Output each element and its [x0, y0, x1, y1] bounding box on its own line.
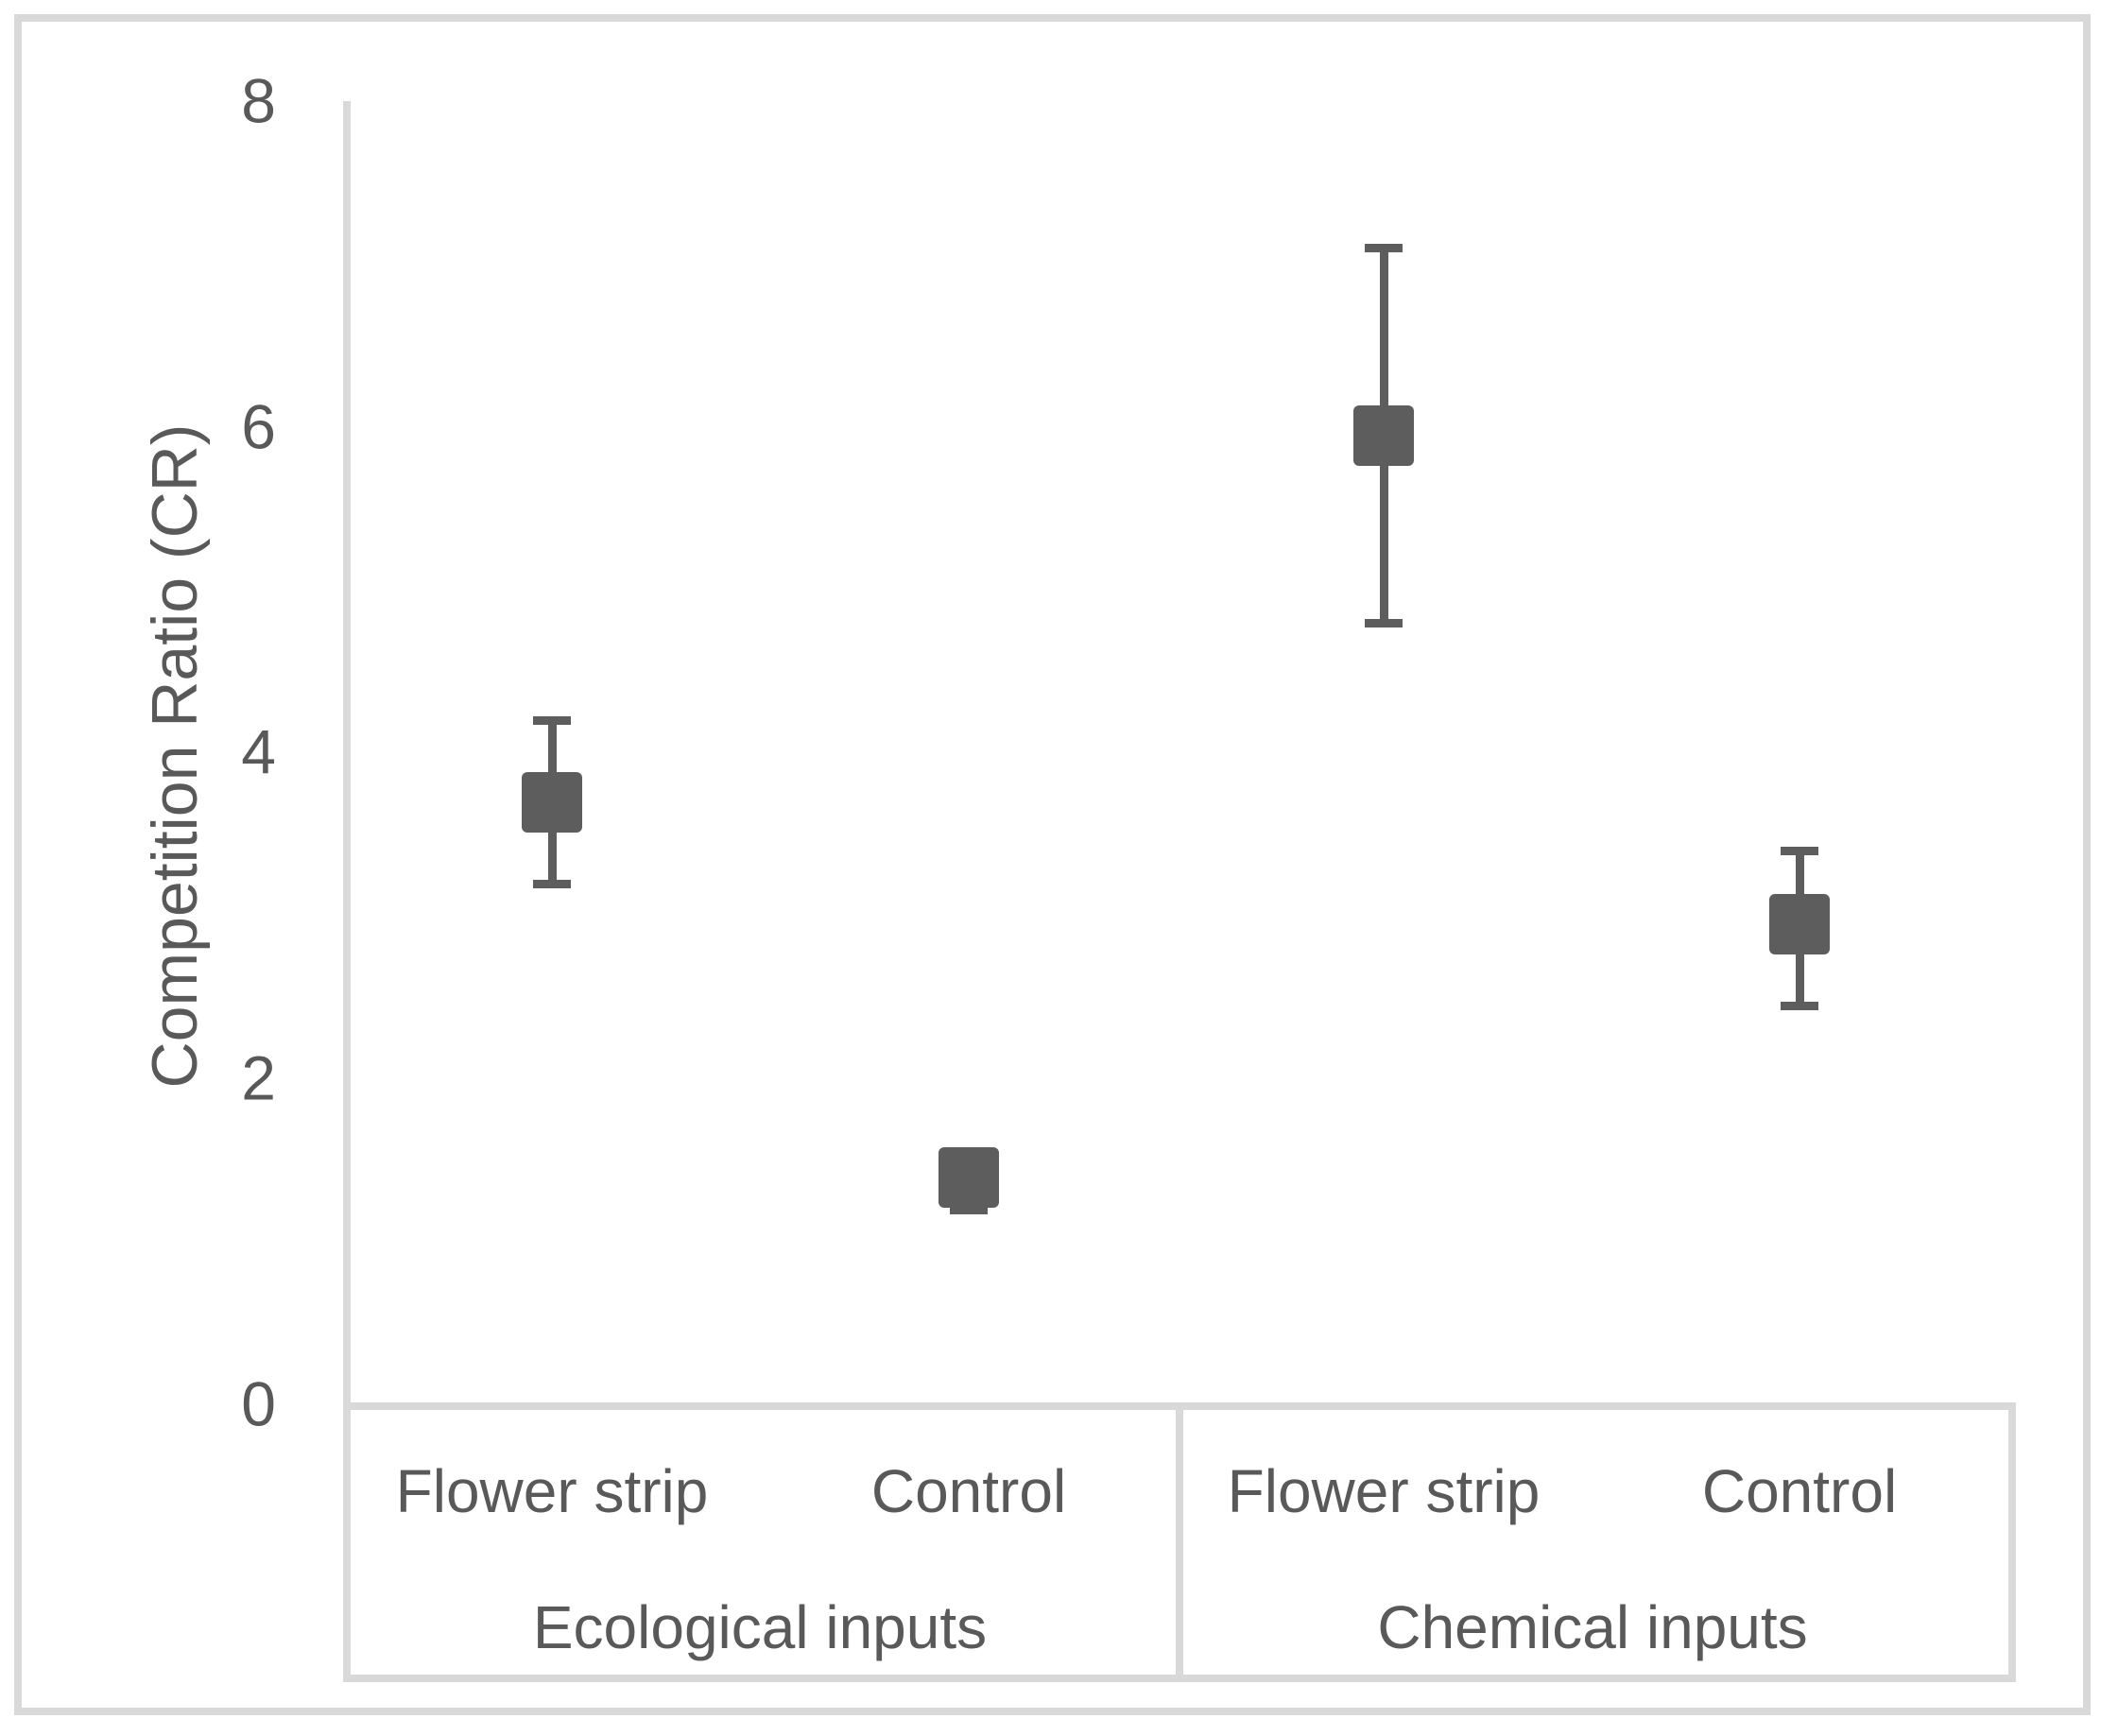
x-group-chemical-inputs: Chemical inputs — [1377, 1593, 1808, 1661]
error-bar-cap-upper-ecological-inputs-flower-strip — [533, 716, 571, 726]
x-category-ecological-flower-strip: Flower strip — [395, 1457, 709, 1525]
y-tick-label-2: 2 — [241, 1042, 276, 1113]
y-tick-label-6: 6 — [241, 391, 276, 462]
category-table-right-line — [2008, 1402, 2016, 1682]
error-bar-cap-lower-chemical-inputs-control — [1781, 1002, 1818, 1011]
y-axis-line — [343, 101, 351, 1682]
y-tick-label-0: 0 — [241, 1368, 276, 1439]
category-group-divider — [1176, 1402, 1183, 1682]
error-bar-cap-lower-ecological-inputs-flower-strip — [533, 879, 571, 888]
x-category-ecological-control: Control — [870, 1457, 1067, 1525]
data-point-ecological-inputs-flower-strip — [522, 772, 582, 834]
x-group-ecological-inputs: Ecological inputs — [532, 1593, 988, 1661]
x-category-chemical-control: Control — [1701, 1457, 1898, 1525]
data-point-chemical-inputs-control — [1769, 894, 1830, 955]
figure-border — [14, 14, 2091, 1715]
y-tick-label-4: 4 — [241, 716, 276, 787]
data-point-chemical-inputs-flower-strip — [1353, 405, 1414, 467]
x-category-chemical-flower-strip: Flower strip — [1227, 1457, 1541, 1525]
data-point-ecological-inputs-control — [938, 1146, 999, 1208]
error-bar-cap-lower-ecological-inputs-control — [950, 1205, 988, 1214]
y-tick-label-8: 8 — [241, 65, 276, 136]
error-bar-cap-lower-chemical-inputs-flower-strip — [1365, 618, 1403, 627]
error-bar-cap-upper-chemical-inputs-flower-strip — [1365, 244, 1403, 253]
error-bar-cap-upper-chemical-inputs-control — [1781, 847, 1818, 856]
